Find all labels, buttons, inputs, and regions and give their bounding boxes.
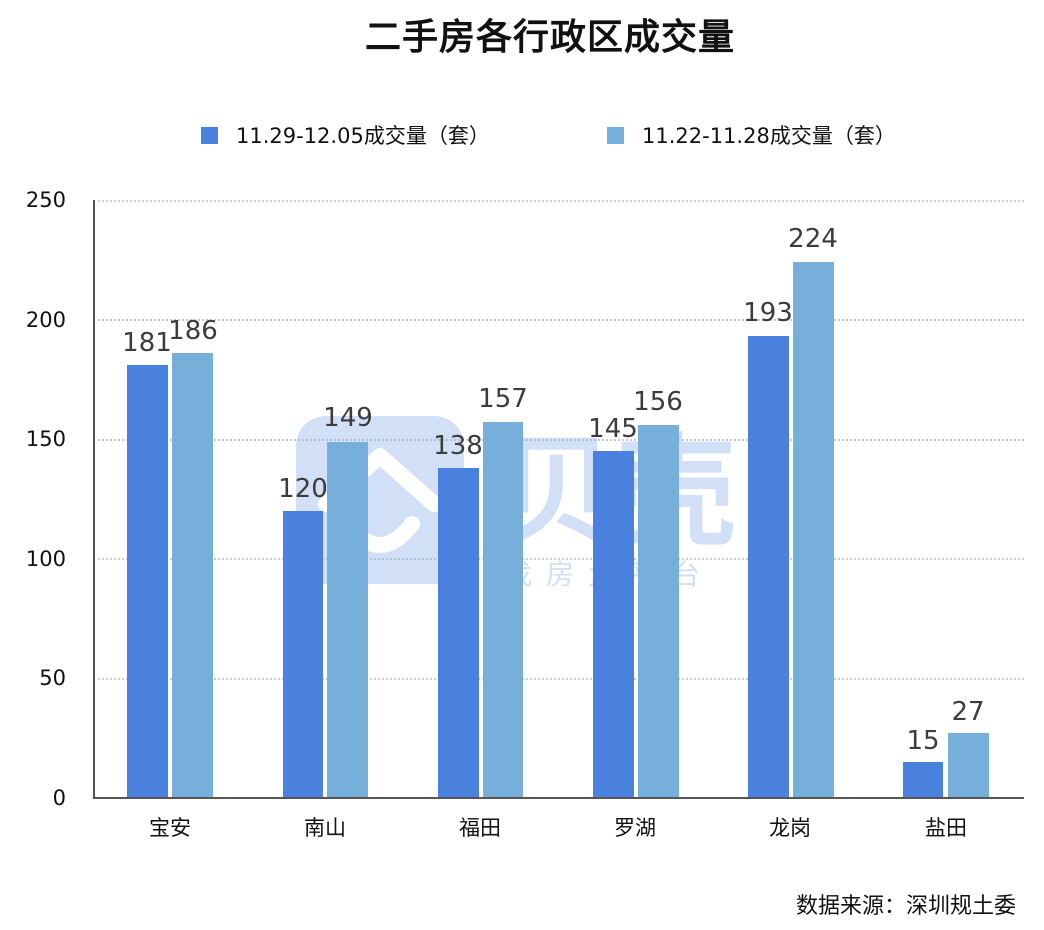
value-label: 193: [743, 298, 793, 328]
x-label-longgang: 龙岗: [769, 816, 811, 840]
value-label: 145: [588, 414, 638, 444]
x-label-yantian: 盐田: [925, 816, 967, 840]
y-tick-150: 150: [25, 427, 66, 451]
y-tick-50: 50: [39, 666, 66, 690]
bar-nanshan-previous: [327, 442, 368, 798]
bar-longgang-current: [748, 336, 789, 798]
value-label: 156: [633, 387, 683, 417]
x-label-futian: 福田: [459, 816, 501, 840]
legend-item-previous-week: 11.22-11.28成交量（套）: [607, 120, 896, 150]
y-tick-100: 100: [25, 547, 66, 571]
bar-yantian-previous: [948, 733, 989, 798]
bar-luohu-previous: [638, 425, 679, 798]
y-tick-200: 200: [25, 308, 66, 332]
gridline: [93, 200, 1024, 202]
y-tick-250: 250: [25, 188, 66, 212]
x-label-luohu: 罗湖: [614, 816, 656, 840]
gridline: [93, 558, 1024, 560]
bar-luohu-current: [593, 451, 634, 798]
value-label: 120: [278, 474, 328, 504]
x-axis: [93, 797, 1024, 799]
bar-futian-previous: [483, 422, 523, 798]
y-axis: [93, 200, 95, 798]
bar-futian-current: [438, 468, 479, 798]
x-label-nanshan: 南山: [304, 816, 346, 840]
legend-item-current-week: 11.29-12.05成交量（套）: [201, 120, 490, 150]
value-label: 224: [788, 224, 838, 254]
value-label: 157: [478, 384, 528, 414]
chart-title: 二手房各行政区成交量: [364, 17, 735, 58]
value-label: 27: [951, 697, 985, 727]
bar-baoan-previous: [172, 353, 213, 798]
value-label: 149: [323, 403, 373, 433]
value-label: 138: [433, 431, 483, 461]
value-label: 186: [168, 316, 218, 346]
legend: 11.29-12.05成交量（套） 11.22-11.28成交量（套）: [0, 120, 1044, 150]
legend-label: 11.29-12.05成交量（套）: [236, 124, 490, 148]
gridline: [93, 678, 1024, 680]
bar-baoan-current: [127, 365, 168, 798]
legend-swatch-icon: [201, 126, 218, 144]
bar-nanshan-current: [283, 511, 323, 798]
data-source-note: 数据来源：深圳规土委: [795, 894, 1016, 919]
legend-swatch-icon: [607, 126, 624, 144]
plot-area: 贝壳 找房大平台 181 186 120 149 138 157 145 156…: [93, 200, 1024, 799]
legend-label: 11.22-11.28成交量（套）: [642, 124, 896, 148]
bar-longgang-previous: [793, 262, 834, 798]
gridline: [93, 439, 1024, 441]
bar-yantian-current: [903, 762, 943, 798]
value-label: 15: [906, 726, 940, 756]
y-tick-0: 0: [52, 786, 66, 810]
gridline: [93, 319, 1024, 321]
x-label-baoan: 宝安: [149, 816, 191, 840]
value-label: 181: [122, 328, 172, 358]
